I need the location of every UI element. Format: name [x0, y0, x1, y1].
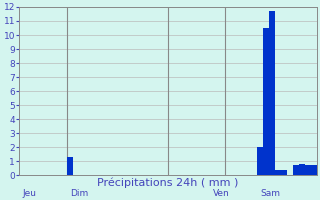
Bar	[281, 170, 287, 175]
Bar	[67, 157, 73, 175]
Bar	[263, 28, 269, 175]
Bar	[293, 165, 299, 175]
Bar	[299, 164, 305, 175]
Bar	[275, 170, 281, 175]
Text: Dim: Dim	[70, 189, 88, 198]
X-axis label: Précipitations 24h ( mm ): Précipitations 24h ( mm )	[97, 178, 238, 188]
Bar	[269, 11, 275, 175]
Text: Sam: Sam	[260, 189, 280, 198]
Bar	[257, 147, 263, 175]
Bar	[305, 165, 311, 175]
Bar	[311, 165, 316, 175]
Text: Ven: Ven	[212, 189, 229, 198]
Text: Jeu: Jeu	[22, 189, 36, 198]
